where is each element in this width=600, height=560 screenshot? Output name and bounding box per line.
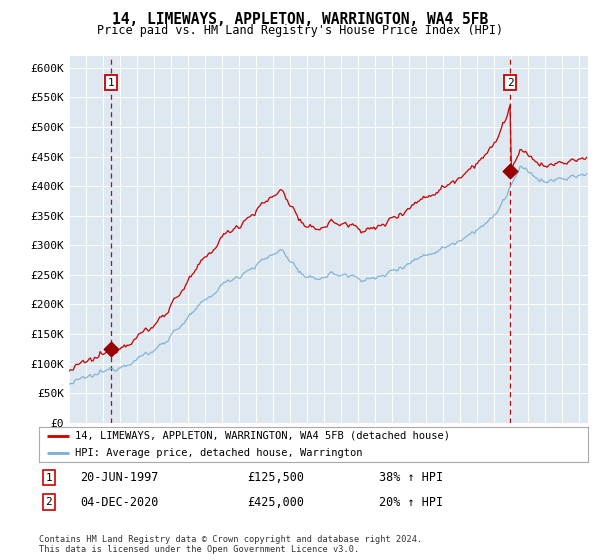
Text: 14, LIMEWAYS, APPLETON, WARRINGTON, WA4 5FB (detached house): 14, LIMEWAYS, APPLETON, WARRINGTON, WA4 … [74,431,449,441]
Text: 20-JUN-1997: 20-JUN-1997 [80,471,158,484]
Text: HPI: Average price, detached house, Warrington: HPI: Average price, detached house, Warr… [74,449,362,458]
Text: 1: 1 [46,473,52,483]
Text: 38% ↑ HPI: 38% ↑ HPI [379,471,443,484]
Text: Contains HM Land Registry data © Crown copyright and database right 2024.
This d: Contains HM Land Registry data © Crown c… [39,535,422,554]
Text: 04-DEC-2020: 04-DEC-2020 [80,496,158,508]
Text: 14, LIMEWAYS, APPLETON, WARRINGTON, WA4 5FB: 14, LIMEWAYS, APPLETON, WARRINGTON, WA4 … [112,12,488,27]
Point [505,167,515,176]
Text: 1: 1 [107,78,114,87]
Text: 20% ↑ HPI: 20% ↑ HPI [379,496,443,508]
Text: Price paid vs. HM Land Registry's House Price Index (HPI): Price paid vs. HM Land Registry's House … [97,24,503,37]
Text: 2: 2 [506,78,514,87]
Text: £125,500: £125,500 [248,471,305,484]
Text: 2: 2 [46,497,52,507]
Point [106,344,116,353]
Text: £425,000: £425,000 [248,496,305,508]
